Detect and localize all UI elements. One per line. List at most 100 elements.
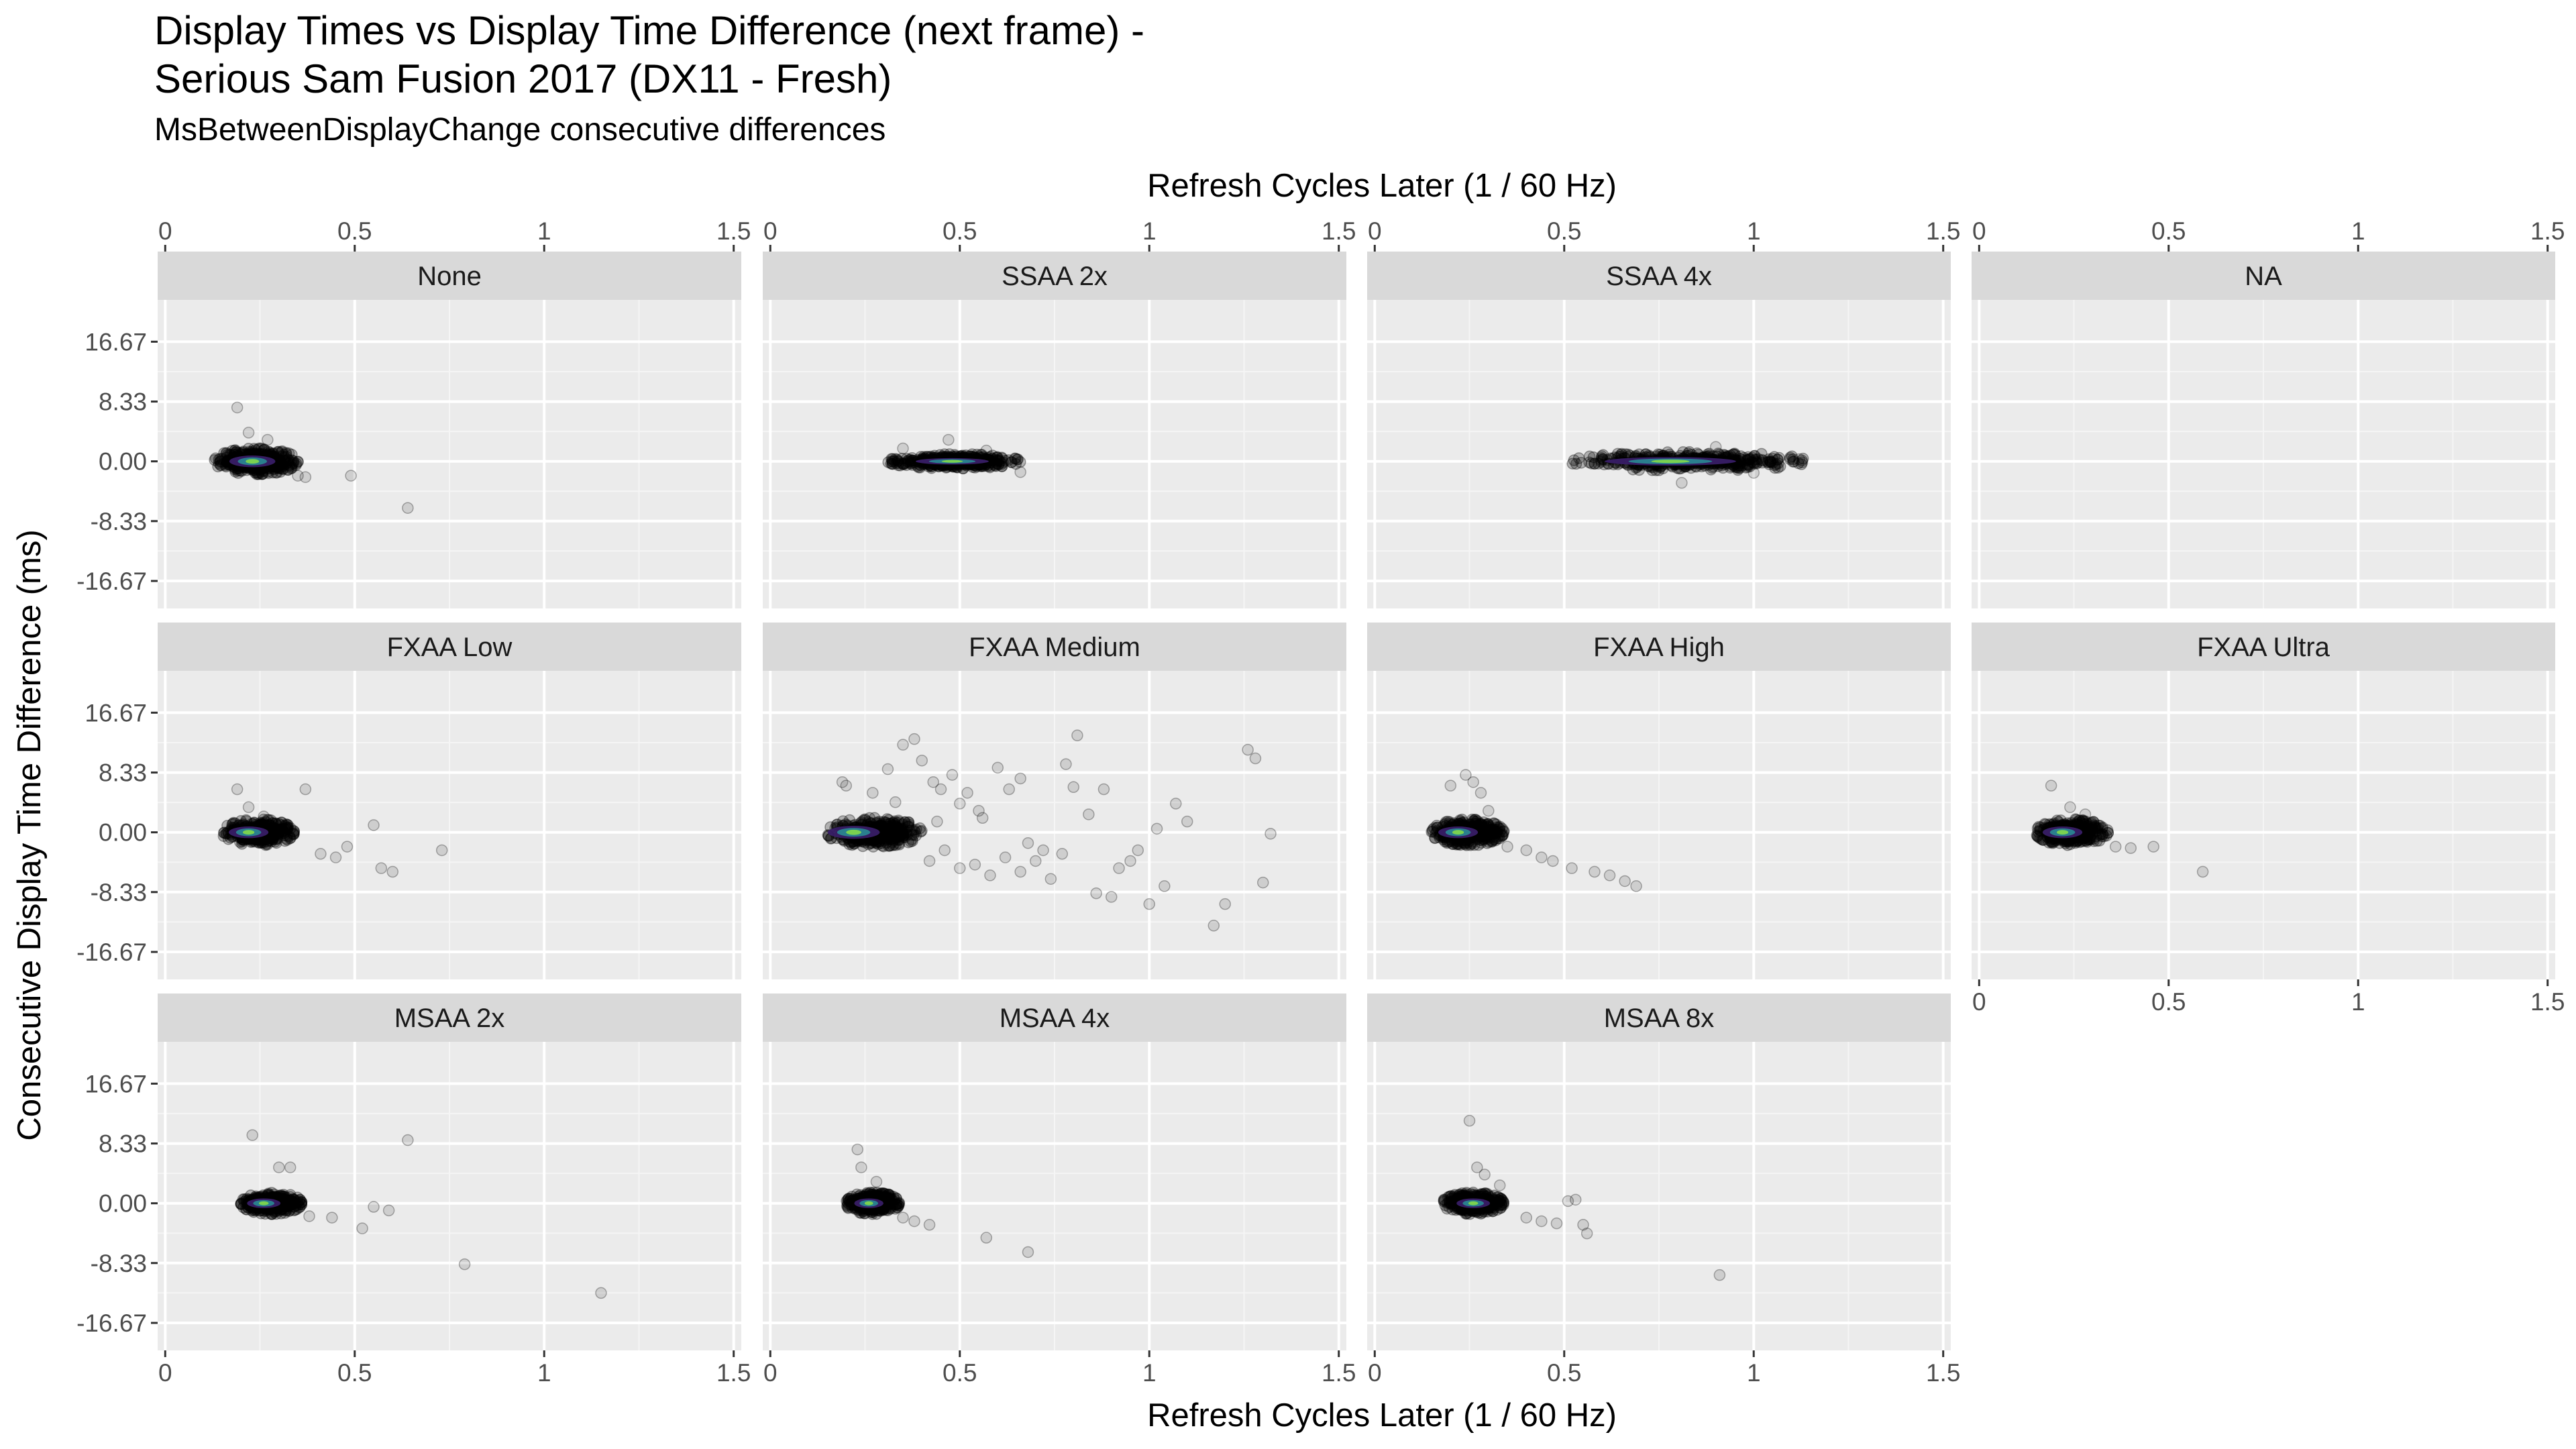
- y-tick-label: 0.00: [99, 448, 147, 476]
- data-point: [1732, 459, 1744, 471]
- data-point: [885, 453, 898, 465]
- data-point: [1011, 453, 1024, 466]
- data-point: [904, 453, 916, 466]
- data-point: [938, 844, 951, 857]
- data-point: [1022, 1246, 1034, 1258]
- data-point: [272, 445, 284, 458]
- data-point: [280, 458, 292, 470]
- data-point: [992, 458, 1005, 470]
- data-point: [286, 454, 298, 466]
- data-point: [1727, 448, 1740, 460]
- data-point: [1595, 454, 1607, 466]
- data-point: [987, 453, 999, 465]
- data-point: [886, 458, 899, 470]
- data-point: [250, 443, 262, 456]
- data-point: [232, 467, 244, 479]
- data-point: [892, 455, 904, 468]
- x-tick-label-top: 0: [763, 217, 777, 245]
- data-point: [1006, 456, 1018, 468]
- density-core-peak: [242, 830, 255, 835]
- data-point: [2125, 842, 2137, 854]
- data-point: [242, 427, 255, 439]
- data-point: [252, 468, 265, 480]
- data-point: [1498, 825, 1510, 837]
- chart-title-line1: Display Times vs Display Time Difference…: [154, 8, 1144, 53]
- y-tick-label: -8.33: [91, 508, 147, 535]
- data-point: [1751, 456, 1764, 469]
- data-point: [1743, 459, 1756, 471]
- facet-strip-label: MSAA 2x: [394, 1004, 505, 1033]
- data-point: [269, 835, 282, 848]
- data-point: [270, 466, 282, 479]
- x-tick-label-bottom: 1: [2351, 988, 2365, 1016]
- facet-strip-label: FXAA Ultra: [2197, 633, 2330, 662]
- data-point: [249, 466, 261, 479]
- data-point: [258, 443, 270, 455]
- data-point: [1474, 787, 1487, 799]
- data-point: [892, 455, 904, 468]
- data-point: [209, 453, 221, 466]
- data-point: [276, 450, 288, 463]
- data-point: [220, 451, 233, 464]
- data-point: [326, 1212, 338, 1224]
- data-point: [283, 460, 296, 472]
- data-point: [280, 822, 292, 835]
- data-point: [272, 445, 284, 458]
- data-point: [1772, 457, 1784, 470]
- x-tick-label-top: 1.5: [716, 217, 751, 245]
- data-point: [274, 466, 286, 478]
- data-point: [1773, 451, 1785, 464]
- chart-title: Display Times vs Display Time Difference…: [154, 7, 1144, 103]
- data-point: [256, 468, 268, 480]
- data-point: [248, 443, 260, 455]
- x-tick-label-bottom: 1.5: [1926, 1359, 1960, 1387]
- data-point: [1566, 862, 1578, 874]
- data-point: [1709, 441, 1722, 453]
- data-point: [1550, 1217, 1563, 1230]
- data-point: [286, 462, 298, 474]
- y-tick-label: 8.33: [99, 1130, 147, 1158]
- data-point: [1741, 458, 1754, 470]
- data-point: [269, 817, 282, 830]
- data-point: [886, 455, 899, 468]
- data-point: [286, 448, 298, 461]
- data-point: [990, 458, 1003, 470]
- data-point: [992, 453, 1004, 466]
- data-point: [214, 459, 227, 471]
- data-point: [2059, 837, 2072, 849]
- data-point: [1037, 844, 1049, 857]
- x-tick-label-bottom: 1.5: [2530, 988, 2565, 1016]
- data-point: [1575, 457, 1587, 469]
- data-point: [223, 448, 236, 461]
- data-point: [1744, 453, 1756, 465]
- data-point: [1741, 459, 1754, 472]
- data-point: [1124, 855, 1136, 867]
- data-point: [269, 824, 281, 837]
- x-tick-label-top: 0: [1972, 217, 1986, 245]
- data-point: [267, 447, 280, 460]
- data-point: [886, 453, 899, 466]
- data-point: [961, 787, 973, 799]
- data-point: [219, 460, 231, 472]
- data-point: [242, 801, 255, 814]
- data-point: [1770, 458, 1782, 470]
- data-point: [345, 470, 357, 482]
- data-point: [303, 1210, 315, 1222]
- data-point: [2109, 841, 2122, 853]
- data-point: [278, 822, 290, 835]
- data-point: [292, 470, 304, 482]
- data-point: [1587, 451, 1600, 464]
- facet-strip-label: SSAA 4x: [1606, 262, 1712, 291]
- data-point: [901, 455, 914, 468]
- y-tick-label: 0.00: [99, 819, 147, 847]
- data-point: [285, 460, 298, 473]
- data-point: [595, 1287, 607, 1299]
- y-tick-label: 8.33: [99, 759, 147, 787]
- data-point: [899, 457, 911, 470]
- data-point: [1170, 798, 1182, 810]
- data-point: [221, 449, 234, 461]
- data-point: [274, 461, 287, 474]
- facet-panel: MSAA 8x0 0.5 1 1.5: [1367, 994, 1960, 1387]
- data-point: [980, 1232, 993, 1244]
